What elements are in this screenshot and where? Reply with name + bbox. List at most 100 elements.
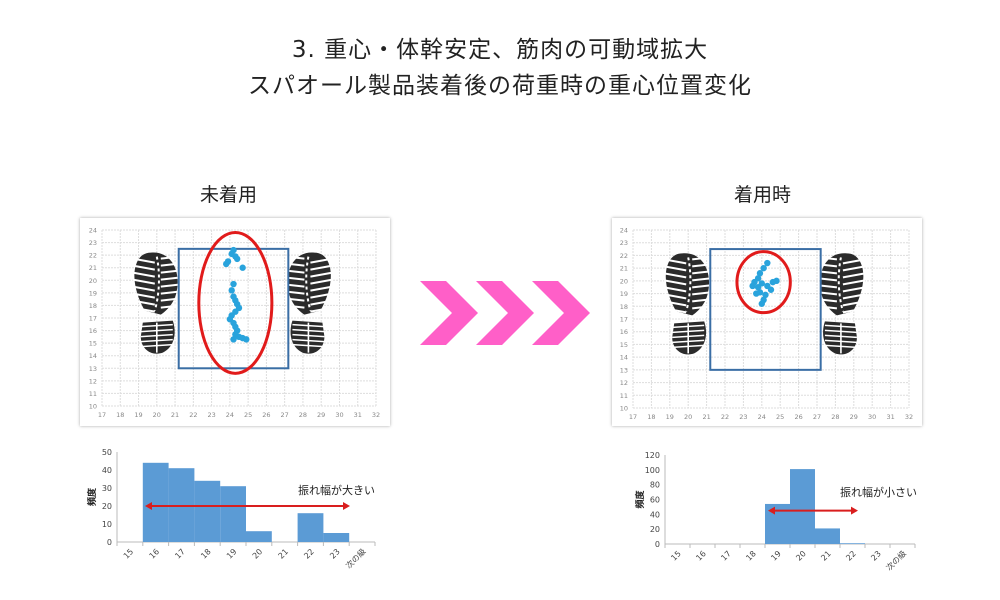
y-tick-label: 22 <box>89 252 97 260</box>
y-tick-label: 60 <box>650 496 660 505</box>
shoe-tread <box>286 262 305 267</box>
histogram-bar <box>246 531 272 542</box>
histogram-bar <box>297 513 324 542</box>
y-tick-label: 0 <box>655 540 660 549</box>
shoe-tread <box>310 306 333 313</box>
x-tick-label: 20 <box>251 547 265 561</box>
sway-annotation: 振れ幅が小さい <box>840 485 917 499</box>
shoe-tread <box>160 269 179 274</box>
x-tick-label: 16 <box>694 549 708 563</box>
y-tick-label: 11 <box>620 392 628 400</box>
shoe-tread <box>286 297 305 302</box>
shoe-tread <box>818 270 838 275</box>
shoe-tread <box>664 265 687 272</box>
shoe-tread <box>132 257 155 264</box>
y-tick-label: 16 <box>89 327 97 335</box>
shoe-tread <box>310 278 333 285</box>
shoe-tread <box>153 256 160 311</box>
x-tick-label: 18 <box>199 547 213 561</box>
shoe-tread <box>818 277 838 282</box>
shoe-tread <box>132 264 155 271</box>
shoe-tread <box>842 307 866 314</box>
shoe-tread <box>842 300 866 307</box>
y-tick-label: 120 <box>645 451 660 460</box>
shoe-tread <box>842 265 866 272</box>
shoe-tread <box>818 263 838 268</box>
shoe-tread <box>664 307 687 314</box>
title-line-2: スパオール製品装着後の荷重時の重心位置変化 <box>248 73 752 99</box>
sway-annotation: 振れ幅が大きい <box>298 483 375 497</box>
x-tick-label: 28 <box>299 411 307 419</box>
y-tick-label: 18 <box>89 302 97 310</box>
shoe-tread <box>664 286 687 293</box>
label-without-product: 未着用 <box>200 184 258 206</box>
y-tick-label: 19 <box>620 290 628 298</box>
x-tick-label: 23 <box>328 547 342 561</box>
shoe-sole-print-icon <box>286 252 333 354</box>
shoe-tread <box>286 269 305 274</box>
shoe-tread <box>818 298 838 303</box>
y-tick-label: 10 <box>620 405 628 413</box>
x-tick-label: 27 <box>813 413 821 421</box>
data-point <box>762 291 769 299</box>
chevron-right-icon <box>532 281 590 345</box>
shoe-tread <box>310 257 333 264</box>
y-tick-label: 100 <box>645 466 660 475</box>
sway-ellipse <box>735 250 792 315</box>
histogram-bar <box>840 543 865 544</box>
x-tick-label: 20 <box>684 413 692 421</box>
x-tick-label: 26 <box>262 411 270 419</box>
data-point <box>228 287 235 294</box>
shoe-tread <box>160 297 179 302</box>
shoe-tread <box>818 284 838 289</box>
x-tick-label: 22 <box>302 547 316 561</box>
data-point <box>758 300 765 307</box>
data-point <box>243 336 250 343</box>
x-tick-label: 23 <box>207 411 215 419</box>
y-tick-label: 11 <box>89 390 97 398</box>
label-with-product: 着用時 <box>734 184 792 206</box>
data-point <box>773 277 780 285</box>
y-tick-label: 30 <box>102 484 112 493</box>
y-tick-label: 17 <box>620 316 628 324</box>
x-tick-label: 21 <box>277 547 291 561</box>
x-tick-label: 22 <box>844 549 858 563</box>
histogram-bar <box>790 469 815 544</box>
x-tick-label: 20 <box>153 411 161 419</box>
title-line-1: 3. 重心・体幹安定、筋肉の可動域拡大 <box>291 37 709 63</box>
y-axis-label: 頻度 <box>634 490 646 509</box>
shoe-tread <box>160 290 179 295</box>
shoe-tread <box>818 256 838 261</box>
shoe-sole-print-icon <box>132 252 179 354</box>
y-tick-label: 23 <box>89 239 97 247</box>
x-tick-label: 29 <box>850 413 858 421</box>
x-tick-label: 21 <box>171 411 179 419</box>
y-tick-label: 15 <box>89 340 97 348</box>
x-tick-label: 18 <box>116 411 124 419</box>
x-tick-label: 16 <box>148 547 162 561</box>
data-point <box>767 286 775 293</box>
arrowhead-left-icon <box>768 506 775 515</box>
histogram-bar <box>142 462 169 542</box>
x-tick-label: 17 <box>719 549 733 563</box>
shoe-tread <box>842 258 866 265</box>
shoe-tread <box>132 278 155 285</box>
histogram-bar <box>323 533 350 542</box>
x-tick-label: 18 <box>647 413 655 421</box>
shoe-tread <box>160 304 179 309</box>
data-point <box>223 260 230 268</box>
y-tick-label: 12 <box>620 379 628 387</box>
x-tick-label: 25 <box>776 413 784 421</box>
data-point <box>749 282 756 290</box>
x-tick-label: 27 <box>281 411 289 419</box>
x-tick-label: 28 <box>831 413 839 421</box>
chevron-right-icon <box>476 281 534 345</box>
y-tick-label: 13 <box>620 366 628 374</box>
shoe-tread <box>664 272 687 279</box>
shoe-tread <box>132 306 155 313</box>
shoe-tread <box>818 305 838 310</box>
shoe-tread <box>842 293 866 300</box>
x-tick-label: 24 <box>226 411 234 419</box>
x-tick-label: 17 <box>629 413 637 421</box>
